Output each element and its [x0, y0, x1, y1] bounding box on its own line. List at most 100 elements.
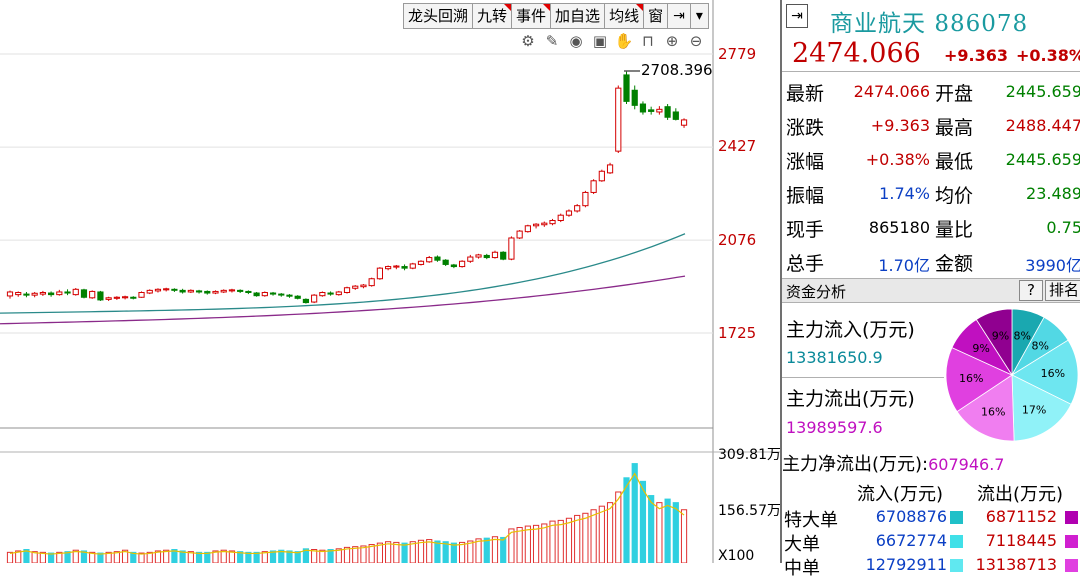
tb-addfav-button[interactable]: 加自选	[551, 4, 606, 28]
zoom-in-icon[interactable]: ⊕	[665, 32, 679, 50]
volume-bar	[154, 550, 162, 563]
volume-bar	[508, 528, 515, 563]
volume-bar	[574, 514, 581, 563]
pen-icon[interactable]: ✎	[545, 32, 559, 50]
tb-pin-icon[interactable]: ⇥	[668, 4, 691, 28]
candle	[417, 260, 425, 266]
eye-icon[interactable]: ◉	[569, 32, 583, 50]
zoom-out-icon[interactable]: ⊖	[689, 32, 703, 50]
candle	[48, 291, 55, 297]
fund-table-row: 中单 12792911 13138713	[782, 554, 1080, 579]
volume-bar	[228, 550, 236, 563]
order-type: 中单	[784, 558, 820, 579]
pie-slice	[975, 308, 1013, 377]
pie-slice	[956, 374, 1015, 442]
box-icon[interactable]: ▣	[592, 32, 608, 50]
volume-bar	[393, 541, 400, 563]
ma-line-a	[0, 233, 686, 314]
volume-bar	[606, 502, 614, 563]
volume-bar	[524, 525, 531, 563]
tb-window-button[interactable]: 窗	[644, 4, 669, 28]
tb-dropdown-icon[interactable]: ▾	[695, 8, 703, 24]
volume-bar	[672, 502, 679, 563]
inflow-value: 13381650.9	[786, 348, 883, 367]
volume-bar	[23, 549, 30, 563]
inflow-cell: 6672774	[875, 531, 947, 550]
quote-value: +9.363	[870, 116, 930, 135]
volume-bar	[417, 539, 425, 563]
tb-longtou-button[interactable]: 龙头回溯	[404, 4, 474, 28]
volume-bar	[286, 550, 293, 563]
candle	[656, 106, 663, 115]
hand-icon[interactable]: ✋	[614, 32, 634, 50]
help-button[interactable]: ?	[1019, 280, 1043, 301]
volume-bar	[204, 551, 211, 563]
quote-value: 2445.659	[1005, 150, 1080, 169]
volume-bar	[623, 477, 630, 563]
candle	[598, 169, 605, 182]
peak-price-label: 2708.396	[641, 61, 713, 79]
outflow-cell: 7118445	[985, 531, 1057, 550]
candle	[39, 290, 46, 296]
candle	[89, 290, 96, 299]
volume-bar	[541, 523, 548, 563]
volume-bar	[442, 541, 449, 563]
volume-bar	[450, 542, 457, 563]
quote-value: 865180	[868, 218, 930, 237]
candle	[72, 288, 79, 296]
quote-row: 总手 1.70亿 金额 3990亿	[782, 243, 1080, 277]
pie-label: 16%	[981, 405, 1005, 418]
candle	[483, 253, 490, 260]
tb-ma-button[interactable]: 均线	[605, 4, 645, 28]
fund-analysis-title: 资金分析	[786, 283, 847, 301]
candle	[623, 71, 630, 105]
pie-label: 17%	[1022, 403, 1046, 416]
candle	[121, 295, 129, 300]
candle	[672, 108, 679, 121]
candle	[343, 286, 351, 294]
candle	[664, 104, 671, 120]
volume-bar	[639, 480, 647, 563]
net-outflow-value: 607946.7	[928, 455, 1005, 474]
volume-bar	[319, 549, 326, 563]
quote-value: 2488.447	[1005, 116, 1080, 135]
candle	[105, 296, 112, 301]
kline-chart[interactable]	[0, 0, 780, 563]
tb-jiuzhuan-button[interactable]: 九转	[473, 4, 513, 28]
candle	[154, 288, 162, 293]
pie-label: 16%	[1041, 367, 1065, 380]
candle	[187, 289, 194, 294]
fund-table-row: 大单 6672774 7118445	[782, 530, 1080, 555]
lock-icon[interactable]: ⊓	[642, 32, 654, 50]
volume-bar	[491, 536, 499, 563]
volume-bar	[385, 541, 392, 563]
volume-bar	[664, 498, 671, 563]
tb-shijian-button[interactable]: 事件	[512, 4, 552, 28]
rank-button[interactable]: 排名	[1045, 280, 1080, 301]
panel-pin-icon[interactable]: ⇥	[786, 4, 808, 28]
order-type: 特大单	[784, 510, 838, 531]
last-price: 2474.066	[792, 38, 921, 69]
fund-pie-chart: 8%8% 16% 17% 16% 16% 9%9%	[945, 308, 1079, 442]
settings-icon[interactable]: ⚙	[521, 32, 535, 50]
quote-label: 金额	[935, 253, 974, 275]
price-axis-label: 1725	[718, 324, 757, 342]
volume-bar	[327, 549, 334, 563]
candle	[6, 290, 14, 299]
candle	[80, 288, 88, 299]
candle	[680, 118, 688, 128]
volume-bar	[146, 551, 153, 563]
stock-name: 商业航天	[830, 11, 926, 37]
volume-bar	[253, 551, 260, 563]
volume-bar	[590, 509, 597, 563]
inflow-cell: 6708876	[875, 507, 947, 526]
fund-analysis-bar: 资金分析 ? 排名	[782, 278, 1080, 303]
quote-value: 2445.659	[1005, 82, 1080, 101]
col-outflow-header: 流出(万元)	[977, 484, 1064, 505]
pie-label: 9%	[972, 342, 989, 355]
candle	[401, 264, 408, 271]
pie-slice	[1011, 374, 1072, 442]
candle	[286, 294, 293, 298]
ma-line-b	[0, 275, 686, 325]
candle	[56, 289, 63, 296]
